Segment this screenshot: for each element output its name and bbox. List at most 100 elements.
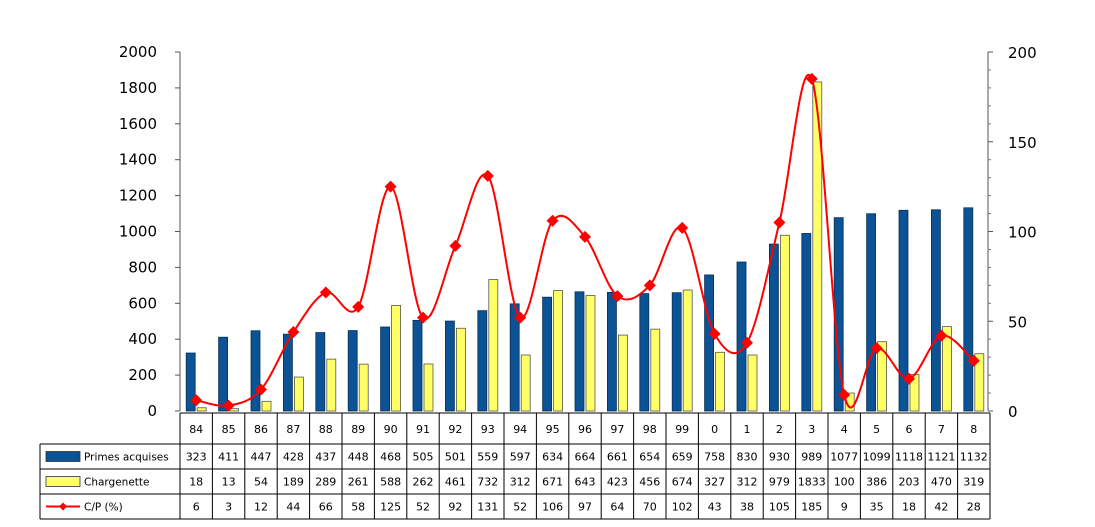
- chargenette-bar: [423, 363, 434, 412]
- cp-ratio-point: [514, 311, 527, 324]
- cp-ratio-point: [222, 399, 235, 412]
- table-value: 58: [351, 501, 365, 514]
- table-value: 1099: [863, 451, 891, 464]
- table-value: 106: [542, 501, 563, 514]
- table-value: 979: [769, 476, 790, 489]
- primes-acquises-bar: [282, 333, 293, 412]
- table-value: 42: [934, 501, 948, 514]
- chargenette-bar: [293, 376, 304, 412]
- category-label: 93: [481, 423, 495, 436]
- cp-ratio-point: [676, 221, 689, 234]
- table-value: 501: [445, 451, 466, 464]
- table-value: 289: [315, 476, 336, 489]
- category-label: 84: [189, 423, 203, 436]
- table-value: 1118: [895, 451, 923, 464]
- table-value: 588: [380, 476, 401, 489]
- table-value: 643: [575, 476, 596, 489]
- table-value: 12: [254, 501, 268, 514]
- cp-ratio-point: [611, 290, 624, 303]
- chargenette-bar: [358, 363, 369, 412]
- left-y-axis: 0 200 400 600 800 1000 1200 1400 1600 1800 2000: [119, 43, 181, 420]
- legend-swatch-chargenette: [45, 476, 81, 487]
- table-value: 312: [737, 476, 758, 489]
- chargenette-bar: [747, 354, 758, 412]
- table-value: 661: [607, 451, 628, 464]
- cp-ratio-point: [805, 72, 818, 85]
- table-value: 461: [445, 476, 466, 489]
- cp-ratio-point: [708, 327, 721, 340]
- chargenette-bar: [812, 81, 823, 412]
- table-value: 97: [578, 501, 592, 514]
- table-value: 559: [477, 451, 498, 464]
- left-tick-label: 1200: [119, 187, 157, 205]
- category-label: 89: [351, 423, 365, 436]
- table-value: 52: [416, 501, 430, 514]
- table-value: 671: [542, 476, 563, 489]
- table-value: 319: [963, 476, 984, 489]
- table-value: 654: [639, 451, 660, 464]
- left-tick-label: 1400: [119, 151, 157, 169]
- right-tick-label: 0: [1008, 403, 1018, 421]
- table-value: 674: [672, 476, 693, 489]
- chargenette-bar: [780, 234, 790, 412]
- category-label: 99: [675, 423, 689, 436]
- table-value: 189: [283, 476, 304, 489]
- chargenette-bar: [520, 354, 531, 412]
- bar-series: [185, 81, 985, 412]
- chargenette-bar: [326, 358, 337, 412]
- cp-ratio-point: [838, 388, 851, 401]
- category-label: 90: [384, 423, 398, 436]
- table-value: 437: [315, 451, 336, 464]
- table-value: 456: [639, 476, 660, 489]
- category-label: 87: [286, 423, 300, 436]
- primes-acquises-bar: [931, 209, 941, 412]
- legend-label: Primes acquises: [84, 452, 169, 464]
- category-label: 86: [254, 423, 268, 436]
- legend-label: C/P (%): [84, 502, 123, 514]
- left-tick-label: 600: [128, 294, 157, 312]
- table-value: 1132: [960, 451, 988, 464]
- table-value: 102: [672, 501, 693, 514]
- cp-ratio-point: [319, 286, 332, 299]
- category-label: 7: [938, 423, 945, 436]
- primes-acquises-bar: [736, 261, 747, 412]
- table-value: 92: [448, 501, 462, 514]
- table-value: 185: [801, 501, 822, 514]
- table-value: 28: [967, 501, 981, 514]
- table-value: 131: [477, 501, 498, 514]
- data-table: 84 85 86 87 88 89 90 91 92 93 94 95 96 97 98 99 0 1 2 3 4 5 6 7…: [39, 412, 991, 520]
- primes-acquises-bar: [704, 274, 714, 412]
- table-value: 9: [841, 501, 848, 514]
- left-tick-label: 800: [128, 258, 157, 276]
- cp-ratio-point: [903, 372, 915, 385]
- chargenette-bar: [682, 289, 693, 412]
- right-tick-label: 200: [1008, 44, 1037, 62]
- table-value: 100: [834, 476, 855, 489]
- table-value: 758: [704, 451, 725, 464]
- category-label: 88: [319, 423, 333, 436]
- table-value: 830: [737, 451, 758, 464]
- table-value: 54: [254, 476, 268, 489]
- right-tick-label: 150: [1008, 134, 1037, 152]
- category-label: 4: [841, 423, 848, 436]
- cp-ratio-point: [255, 383, 267, 396]
- cp-ratio-point: [579, 230, 591, 243]
- table-value: 428: [283, 451, 304, 464]
- chargenette-bar: [261, 400, 272, 412]
- category-label: 6: [906, 423, 913, 436]
- cp-ratio-point: [449, 239, 462, 252]
- legend-swatch-marker: [59, 502, 67, 511]
- table-value: 44: [286, 501, 300, 514]
- table-value: 18: [189, 476, 203, 489]
- cp-ratio-point: [870, 342, 883, 355]
- chargenette-bar: [877, 341, 887, 412]
- table-value: 634: [542, 451, 563, 464]
- category-label: 1: [744, 423, 751, 436]
- chargenette-bar: [455, 327, 466, 412]
- cp-ratio-point: [546, 214, 559, 227]
- chargenette-bar: [391, 305, 402, 412]
- table-value: 447: [251, 451, 272, 464]
- chargenette-bar: [974, 353, 985, 412]
- primes-acquises-bar: [218, 336, 229, 412]
- table-value: 327: [704, 476, 725, 489]
